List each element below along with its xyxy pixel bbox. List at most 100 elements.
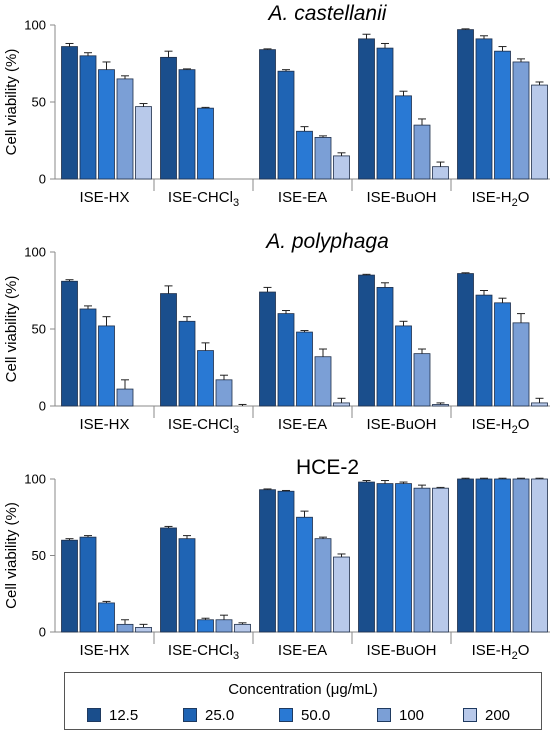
x-tick-label-ise-hx: ISE-HX [79, 416, 129, 433]
x-tick-label-ise-h2o: ISE-H2O [472, 189, 530, 209]
bar-ise-h2o-200 [531, 402, 548, 407]
y-tick-label: 100 [24, 18, 46, 33]
bar-ise-h2o-50-0 [494, 478, 511, 633]
bar-ise-buoh-200 [432, 166, 449, 180]
bar-ise-buoh-200 [432, 487, 449, 633]
y-axis-label: Cell viability (%) [3, 502, 20, 609]
bar-ise-h2o-50-0 [494, 302, 511, 407]
bar-ise-ea-100 [314, 538, 332, 633]
bar-ise-buoh-25-0 [376, 287, 394, 407]
bar-ise-h2o-200 [531, 478, 548, 633]
y-tick-label: 0 [39, 172, 46, 187]
legend-label-50-0: 50.0 [301, 706, 331, 724]
bar-ise-buoh-50-0 [395, 483, 412, 633]
bar-ise-chcl3-12-5 [160, 527, 177, 633]
bar-ise-hx-50-0 [98, 325, 115, 407]
chart-title: HCE-2 [296, 456, 359, 479]
x-tick-label-ise-chcl3: ISE-CHCl3 [168, 642, 239, 662]
chart-title: A. castellanii [267, 2, 388, 25]
bar-ise-buoh-100 [413, 353, 431, 407]
y-tick-label: 0 [39, 625, 46, 640]
bar-ise-hx-25-0 [79, 55, 97, 180]
bar-ise-ea-200 [333, 402, 350, 407]
bar-ise-ea-25-0 [277, 490, 295, 633]
bar-ise-chcl3-25-0 [178, 69, 196, 180]
bar-ise-chcl3-50-0 [197, 350, 214, 407]
x-tick-label-ise-buoh: ISE-BuOH [366, 189, 436, 206]
x-tick-label-ise-hx: ISE-HX [79, 642, 129, 659]
y-tick-label: 50 [32, 548, 46, 563]
legend-swatch-50-0 [279, 708, 293, 722]
bar-ise-buoh-12-5 [358, 481, 375, 633]
legend-item-12-5: 12.5 [87, 705, 138, 725]
bar-ise-hx-100 [116, 78, 134, 180]
x-tick-label-ise-h2o: ISE-H2O [472, 416, 530, 436]
x-tick-label-ise-h2o: ISE-H2O [472, 642, 530, 662]
y-tick-label: 50 [32, 322, 46, 337]
bar-ise-h2o-25-0 [475, 478, 493, 633]
legend-item-100: 100 [377, 705, 424, 725]
bar-ise-buoh-50-0 [395, 325, 412, 407]
bar-ise-hx-12-5 [61, 46, 78, 180]
bar-ise-ea-12-5 [259, 49, 276, 180]
bar-ise-chcl3-100 [215, 619, 233, 633]
bar-ise-buoh-12-5 [358, 38, 375, 180]
bar-ise-h2o-12-5 [457, 478, 474, 633]
bar-ise-ea-50-0 [296, 516, 313, 633]
chart-panel-1: A. castellanii Cell viability (%) 0 50 100 IS… [3, 2, 550, 209]
bar-ise-ea-100 [314, 137, 332, 180]
x-tick-label-ise-ea: ISE-EA [278, 642, 327, 659]
y-tick-label: 100 [24, 472, 46, 487]
bar-ise-h2o-100 [512, 478, 530, 633]
x-tick-label-ise-hx: ISE-HX [79, 189, 129, 206]
y-axis-label: Cell viability (%) [3, 276, 20, 383]
bar-ise-ea-12-5 [259, 489, 276, 633]
bar-ise-h2o-50-0 [494, 50, 511, 180]
bar-ise-hx-25-0 [79, 536, 97, 633]
x-tick-label-ise-chcl3: ISE-CHCl3 [168, 189, 239, 209]
bar-ise-h2o-25-0 [475, 294, 493, 407]
chart-title: A. polyphaga [264, 230, 389, 253]
bar-ise-chcl3-50-0 [197, 619, 214, 633]
legend-item-200: 200 [463, 705, 510, 725]
x-tick-label-ise-buoh: ISE-BuOH [366, 416, 436, 433]
y-tick-label: 50 [32, 95, 46, 110]
bar-ise-buoh-100 [413, 124, 431, 180]
y-tick-label: 100 [24, 245, 46, 260]
bar-ise-h2o-100 [512, 61, 530, 180]
bar-ise-h2o-12-5 [457, 29, 474, 180]
y-tick-label: 0 [39, 399, 46, 414]
legend-swatch-100 [377, 708, 391, 722]
legend-title: Concentration (μg/mL) [228, 681, 378, 698]
bar-ise-hx-200 [135, 627, 152, 633]
bar-ise-hx-50-0 [98, 602, 115, 633]
bar-ise-buoh-25-0 [376, 47, 394, 180]
bar-ise-ea-200 [333, 155, 350, 180]
legend-label-12-5: 12.5 [109, 706, 139, 724]
bar-ise-chcl3-12-5 [160, 293, 177, 407]
bar-ise-hx-25-0 [79, 308, 97, 407]
legend-swatch-25-0 [183, 708, 197, 722]
legend: Concentration (μg/mL) 12.5 25.0 50.0 100… [64, 672, 542, 730]
chart-panel-3: HCE-2 Cell viability (%) 0 50 100 ISE-HX ISE-C… [3, 456, 550, 662]
bar-ise-buoh-12-5 [358, 274, 375, 407]
bar-ise-hx-100 [116, 388, 134, 407]
legend-label-200: 200 [485, 706, 511, 724]
bar-ise-ea-25-0 [277, 70, 295, 180]
x-tick-label-ise-chcl3: ISE-CHCl3 [168, 416, 239, 436]
bar-ise-chcl3-25-0 [178, 320, 196, 407]
bar-ise-buoh-200 [432, 404, 449, 407]
bar-ise-ea-25-0 [277, 313, 295, 407]
bar-ise-chcl3-25-0 [178, 538, 196, 633]
legend-swatch-12-5 [87, 708, 101, 722]
bar-ise-hx-100 [116, 623, 134, 633]
legend-swatch-200 [463, 708, 477, 722]
bar-ise-buoh-50-0 [395, 95, 412, 180]
x-tick-label-ise-ea: ISE-EA [278, 189, 327, 206]
bar-ise-h2o-200 [531, 84, 548, 180]
bar-ise-buoh-100 [413, 487, 431, 633]
bar-ise-ea-200 [333, 556, 350, 633]
x-tick-label-ise-ea: ISE-EA [278, 416, 327, 433]
bar-ise-chcl3-12-5 [160, 56, 177, 180]
x-tick-label-ise-buoh: ISE-BuOH [366, 642, 436, 659]
